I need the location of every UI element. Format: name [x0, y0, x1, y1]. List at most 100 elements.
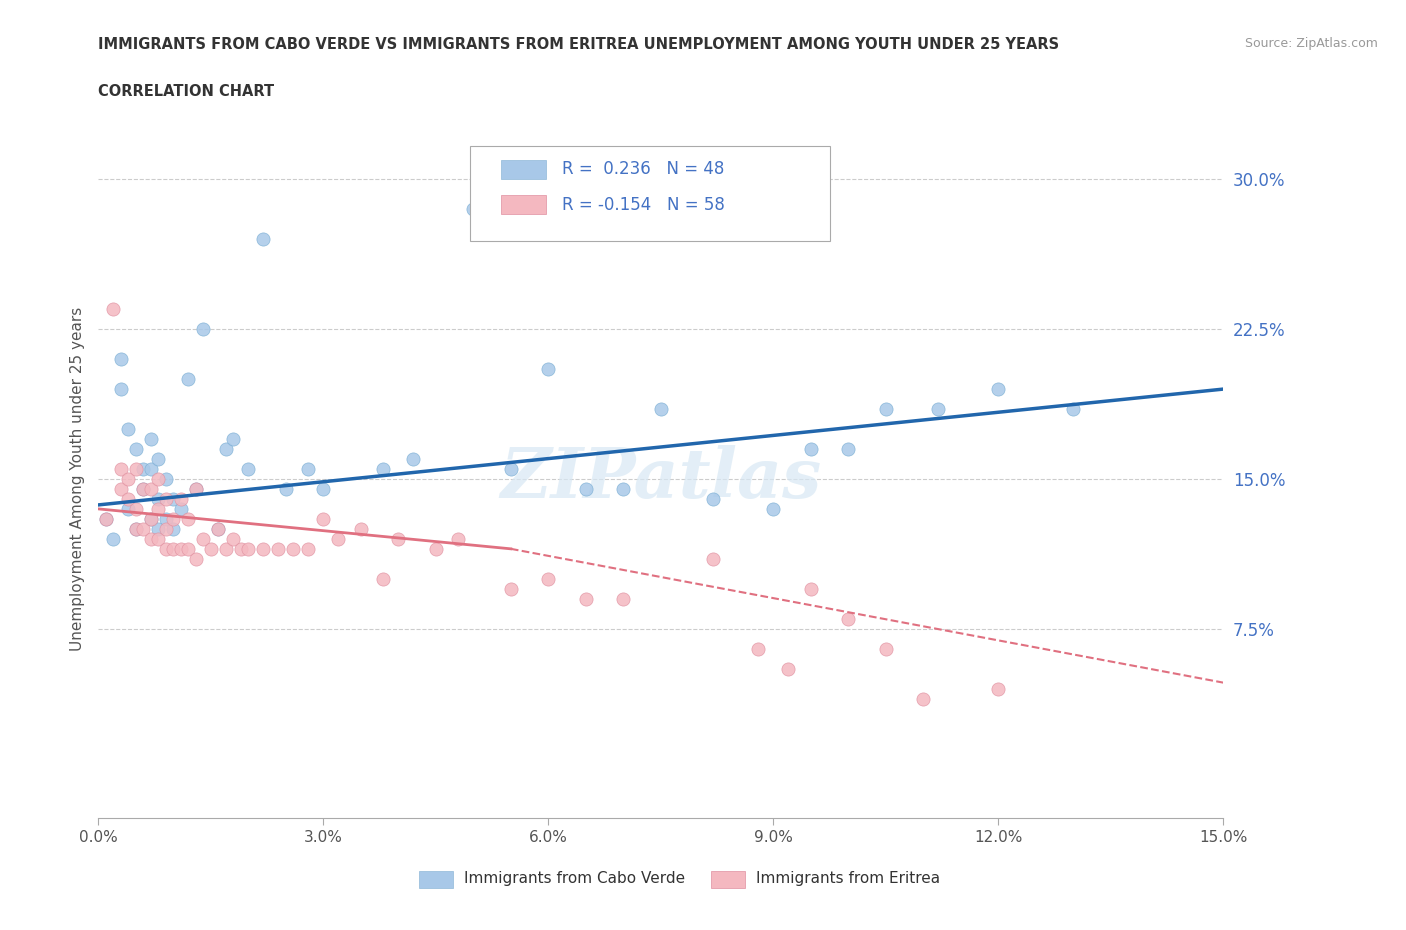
Bar	[711, 870, 745, 887]
Point	[132, 482, 155, 497]
Point	[912, 691, 935, 706]
Point	[222, 531, 245, 546]
Text: Immigrants from Eritrea: Immigrants from Eritrea	[756, 871, 941, 886]
Point	[402, 452, 425, 467]
Point	[267, 541, 290, 556]
Point	[125, 522, 148, 537]
Point	[162, 541, 184, 556]
Point	[117, 501, 139, 516]
Point	[125, 501, 148, 516]
Text: IMMIGRANTS FROM CABO VERDE VS IMMIGRANTS FROM ERITREA UNEMPLOYMENT AMONG YOUTH U: IMMIGRANTS FROM CABO VERDE VS IMMIGRANTS…	[98, 37, 1060, 52]
Point	[837, 611, 859, 626]
Point	[170, 541, 193, 556]
Text: Immigrants from Cabo Verde: Immigrants from Cabo Verde	[464, 871, 685, 886]
Point	[537, 571, 560, 586]
Point	[373, 461, 395, 476]
Point	[155, 522, 177, 537]
Point	[139, 512, 162, 526]
Point	[139, 482, 162, 497]
Point	[103, 531, 125, 546]
Point	[148, 452, 170, 467]
Point	[132, 482, 155, 497]
Point	[193, 322, 215, 337]
Point	[650, 402, 672, 417]
Point	[425, 541, 447, 556]
Point	[184, 551, 207, 566]
Point	[125, 442, 148, 457]
Point	[537, 362, 560, 377]
Point	[110, 352, 132, 366]
Point	[170, 501, 193, 516]
Point	[800, 442, 823, 457]
Point	[193, 531, 215, 546]
Text: R =  0.236   N = 48: R = 0.236 N = 48	[562, 160, 724, 179]
Bar	[419, 870, 453, 887]
Point	[373, 571, 395, 586]
Point	[350, 522, 373, 537]
Text: ZIPatlas: ZIPatlas	[501, 445, 821, 512]
Point	[125, 461, 148, 476]
Point	[184, 482, 207, 497]
Point	[778, 661, 800, 676]
Point	[148, 501, 170, 516]
Point	[139, 512, 162, 526]
Point	[132, 522, 155, 537]
FancyBboxPatch shape	[470, 146, 830, 242]
Point	[155, 512, 177, 526]
Point	[162, 522, 184, 537]
Point	[575, 482, 598, 497]
Bar	[501, 195, 546, 214]
Point	[987, 681, 1010, 696]
Point	[274, 482, 297, 497]
Point	[612, 591, 634, 606]
Point	[103, 301, 125, 316]
Point	[207, 522, 229, 537]
Point	[612, 482, 634, 497]
Point	[875, 402, 897, 417]
Point	[575, 591, 598, 606]
Point	[297, 541, 319, 556]
Point	[110, 482, 132, 497]
Point	[215, 442, 238, 457]
Point	[117, 472, 139, 486]
Point	[702, 551, 724, 566]
Point	[170, 491, 193, 506]
Point	[177, 541, 200, 556]
Point	[312, 482, 335, 497]
Point	[139, 432, 162, 446]
Point	[215, 541, 238, 556]
Text: R = -0.154   N = 58: R = -0.154 N = 58	[562, 195, 724, 214]
Point	[747, 642, 769, 657]
Point	[762, 501, 785, 516]
Point	[148, 522, 170, 537]
Point	[312, 512, 335, 526]
Point	[463, 202, 485, 217]
Point	[702, 491, 724, 506]
Text: Source: ZipAtlas.com: Source: ZipAtlas.com	[1244, 37, 1378, 50]
Point	[297, 461, 319, 476]
Point	[875, 642, 897, 657]
Point	[139, 461, 162, 476]
Point	[499, 461, 522, 476]
Point	[125, 522, 148, 537]
Point	[252, 541, 274, 556]
Point	[155, 472, 177, 486]
Point	[387, 531, 409, 546]
Point	[110, 461, 132, 476]
Point	[229, 541, 252, 556]
Point	[162, 512, 184, 526]
Point	[184, 482, 207, 497]
Point	[927, 402, 949, 417]
Point	[162, 491, 184, 506]
Point	[139, 531, 162, 546]
Point	[132, 461, 155, 476]
Point	[155, 541, 177, 556]
Point	[837, 442, 859, 457]
Y-axis label: Unemployment Among Youth under 25 years: Unemployment Among Youth under 25 years	[69, 307, 84, 651]
Point	[148, 472, 170, 486]
Point	[252, 232, 274, 246]
Text: CORRELATION CHART: CORRELATION CHART	[98, 84, 274, 99]
Point	[155, 491, 177, 506]
Point	[238, 461, 260, 476]
Point	[148, 531, 170, 546]
